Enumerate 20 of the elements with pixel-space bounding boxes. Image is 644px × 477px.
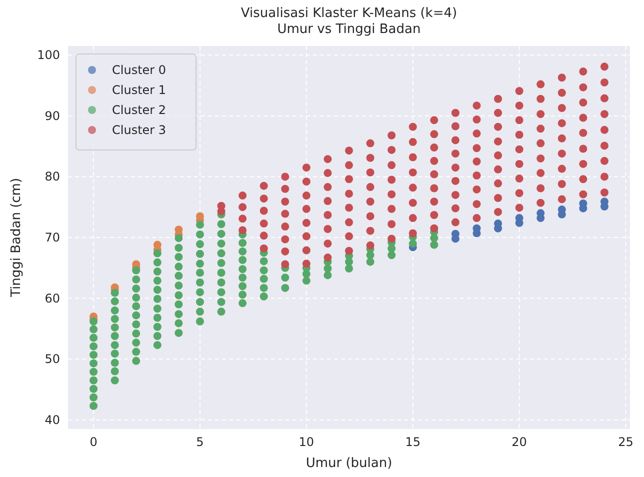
legend-label: Cluster 1 xyxy=(112,83,166,97)
x-tick-label: 10 xyxy=(298,435,314,449)
y-tick-label: 50 xyxy=(44,352,60,366)
x-tick-label: 5 xyxy=(196,435,204,449)
x-axis-title: Umur (bulan) xyxy=(306,456,392,471)
legend-label: Cluster 0 xyxy=(112,63,166,77)
y-tick-label: 80 xyxy=(44,170,60,184)
chart-title: Visualisasi Klaster K-Means (k=4) Umur vs Tinggi Badan xyxy=(240,6,458,37)
y-tick-label: 90 xyxy=(44,108,60,123)
x-tick-label: 20 xyxy=(512,435,527,449)
x-tick-label: 25 xyxy=(618,435,634,449)
x-tick-label: 15 xyxy=(405,435,421,449)
y-tick-label: 60 xyxy=(44,291,60,306)
x-tick-label: 0 xyxy=(90,435,98,449)
legend-label: Cluster 2 xyxy=(112,103,166,117)
y-tick-label: 100 xyxy=(37,48,60,62)
y-tick-label: 40 xyxy=(44,412,60,427)
legend-label: Cluster 3 xyxy=(112,123,166,137)
y-tick-label: 70 xyxy=(44,230,60,244)
y-axis-title: Tinggi Badan (cm) xyxy=(9,178,24,298)
